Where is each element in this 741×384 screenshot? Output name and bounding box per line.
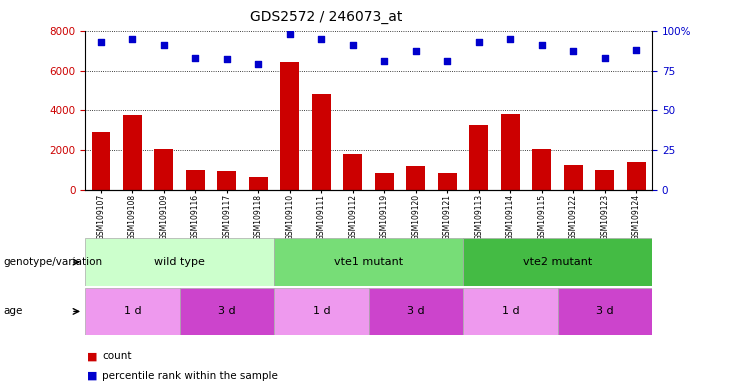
Bar	[218, 171, 236, 190]
Bar	[249, 177, 268, 190]
Point	[347, 42, 359, 48]
Bar	[375, 173, 393, 190]
Bar	[438, 173, 456, 190]
Bar	[274, 238, 463, 286]
Text: age: age	[4, 306, 23, 316]
Point	[95, 39, 107, 45]
Bar	[186, 170, 205, 190]
Bar	[564, 165, 582, 190]
Bar	[627, 162, 646, 190]
Bar	[406, 166, 425, 190]
Bar	[470, 125, 488, 190]
Bar	[85, 238, 274, 286]
Point	[536, 42, 548, 48]
Point	[221, 56, 233, 63]
Point	[631, 47, 642, 53]
Bar	[344, 154, 362, 190]
Bar	[312, 94, 330, 190]
Text: ■: ■	[87, 351, 98, 361]
Point	[316, 36, 328, 42]
Bar	[280, 61, 299, 190]
Text: genotype/variation: genotype/variation	[4, 257, 103, 267]
Bar	[92, 132, 110, 190]
Text: 3 d: 3 d	[407, 306, 425, 316]
Point	[190, 55, 202, 61]
Text: vte2 mutant: vte2 mutant	[523, 257, 592, 267]
Point	[379, 58, 391, 64]
Bar	[557, 288, 652, 335]
Bar	[595, 170, 614, 190]
Text: wild type: wild type	[154, 257, 205, 267]
Bar	[369, 288, 463, 335]
Bar	[463, 238, 652, 286]
Point	[284, 31, 296, 37]
Bar	[274, 288, 368, 335]
Bar	[532, 149, 551, 190]
Point	[442, 58, 453, 64]
Bar	[501, 114, 520, 190]
Point	[410, 48, 422, 55]
Text: GDS2572 / 246073_at: GDS2572 / 246073_at	[250, 10, 402, 23]
Text: ■: ■	[87, 371, 98, 381]
Point	[473, 39, 485, 45]
Text: 3 d: 3 d	[218, 306, 236, 316]
Point	[127, 36, 139, 42]
Text: 1 d: 1 d	[502, 306, 519, 316]
Text: 1 d: 1 d	[313, 306, 330, 316]
Point	[158, 42, 170, 48]
Text: vte1 mutant: vte1 mutant	[334, 257, 403, 267]
Bar	[154, 149, 173, 190]
Bar	[85, 288, 179, 335]
Text: count: count	[102, 351, 132, 361]
Point	[599, 55, 611, 61]
Point	[568, 48, 579, 55]
Bar	[463, 288, 557, 335]
Text: percentile rank within the sample: percentile rank within the sample	[102, 371, 278, 381]
Bar	[179, 288, 274, 335]
Text: 1 d: 1 d	[124, 306, 142, 316]
Point	[253, 61, 265, 67]
Bar	[123, 115, 142, 190]
Point	[505, 36, 516, 42]
Text: 3 d: 3 d	[596, 306, 614, 316]
